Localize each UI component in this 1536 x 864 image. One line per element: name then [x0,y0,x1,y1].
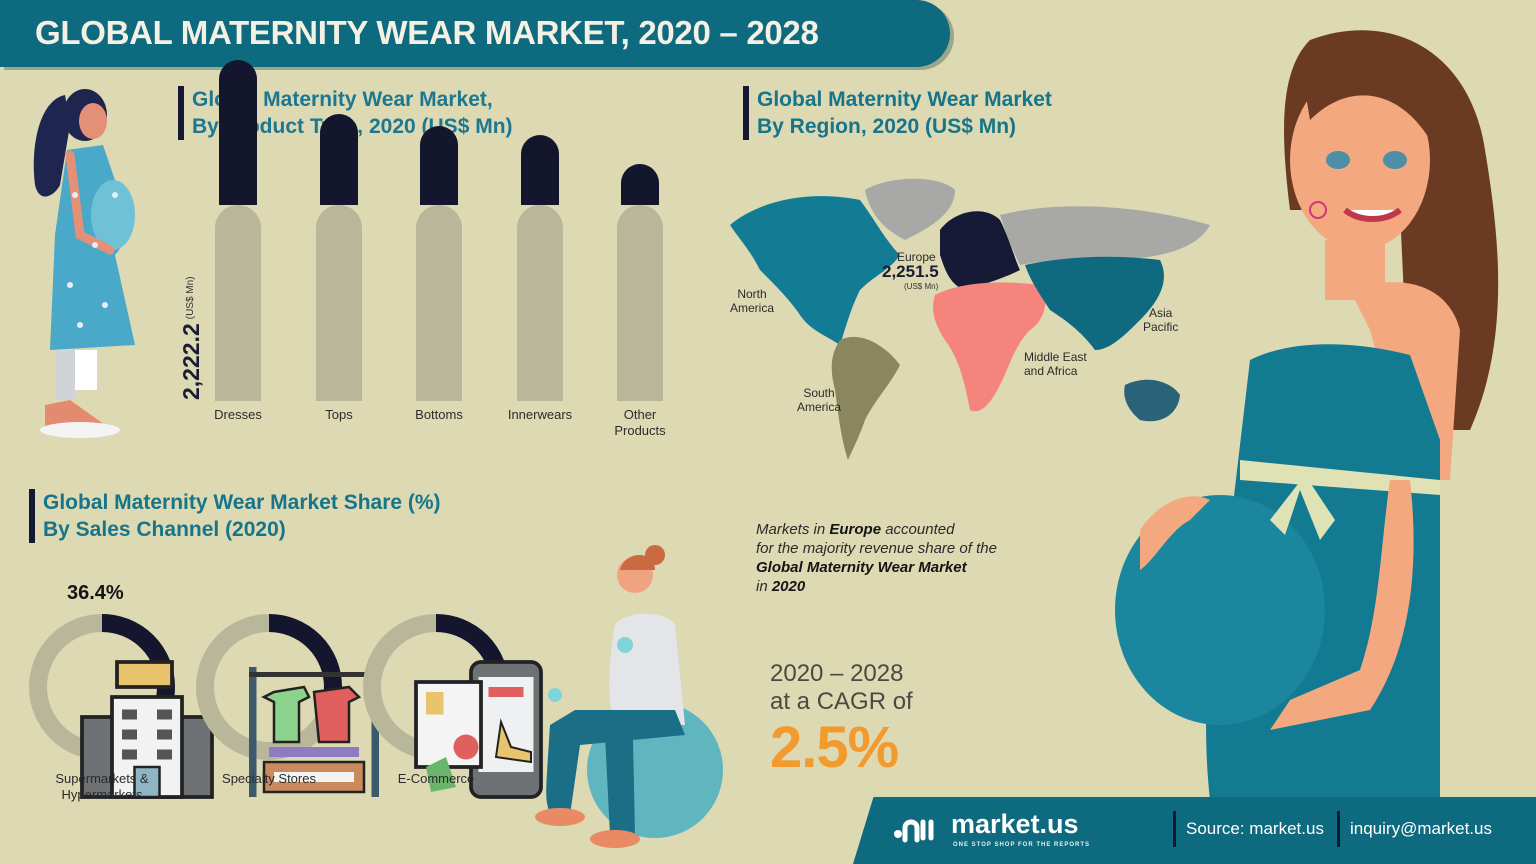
label-line: Supermarkets & [55,771,149,786]
bar-fill [621,164,659,205]
bar-fill [219,60,257,205]
footer-source: Source: market.us [1186,819,1324,838]
title-banner: GLOBAL MATERNITY WEAR MARKET, 2020 – 202… [0,0,950,67]
donut-label-supermarkets: Supermarkets & Hypermarkets [12,771,192,803]
note-line1: Markets in Europe accounted [756,520,1076,539]
mobile-shopping-icon [414,660,543,799]
world-region-map [730,178,1210,460]
bar-label: Tops [325,407,353,422]
pregnant-woman-large-illustration [1115,30,1499,800]
note-text: in [756,578,772,595]
donut-specialty-stores [194,612,379,797]
map-label-middle-east-africa: Middle East and Africa [1024,350,1087,378]
footer-email-link[interactable]: inquiry@market.us [1350,819,1492,838]
map-europe [940,211,1020,290]
label-line: South [803,386,835,400]
channel-heading-line2: By Sales Channel (2020) [43,518,286,541]
bar-track [517,205,563,401]
bar-label: Innerwears [507,407,573,422]
region-heading: Global Maternity Wear Market By Region, … [743,86,1052,140]
bar-label-line2: Products [614,423,666,438]
cagr-callout: 2020 – 2028 at a CAGR of 2.5% [770,660,913,780]
bar-label: Dresses [214,407,262,422]
label-line: Pacific [1143,320,1179,334]
map-label-europe: Europe [897,250,936,264]
map-russia [1000,206,1210,265]
footer-divider [1173,811,1176,847]
map-asia-pacific [1025,256,1164,350]
note-line3: Global Maternity Wear Market [756,558,1076,577]
supermarket-building-icon [80,660,214,799]
footer-divider [1337,811,1340,847]
market-us-logo-icon [894,819,934,843]
bar-fill [521,135,559,205]
label-line: America [730,301,775,315]
label-line: Hypermarkets [61,787,143,802]
europe-unit: (US$ Mn) [904,282,939,291]
region-heading-line1: Global Maternity Wear Market [757,88,1052,111]
europe-value: 2,251.5 [882,262,939,281]
donut-label-specialty-stores: Specialty Stores [179,771,359,787]
map-australia [1124,379,1180,422]
donut-e-commerce [361,612,543,799]
label-line: Specialty Stores [222,771,316,786]
donut-label-e-commerce: E-Commerce [346,771,526,787]
clothing-rack-icon [249,667,379,797]
note-bold: Europe [829,521,882,538]
woman-exercise-ball-illustration [535,545,723,848]
sales-channel-heading: Global Maternity Wear Market Share (%) B… [29,489,441,543]
map-label-south-america: South America [797,386,841,414]
label-line: North [737,287,767,301]
cagr-value: 2.5% [770,715,899,780]
bar-fill [320,114,358,205]
note-text: Markets in [756,521,830,538]
product-type-bar-chart: Dresses Tops Bottoms Innerwears Other Pr… [170,60,690,445]
note-line4: in 2020 [756,577,1076,596]
pregnant-woman-standing-illustration [33,89,135,438]
bar-track [215,205,261,401]
donut-supermarkets [27,612,214,799]
bar-label-line1: Other [623,407,657,422]
region-heading-line2: By Region, 2020 (US$ Mn) [757,115,1017,138]
bar-fill [420,126,458,205]
product-heading-line1: Global Maternity Wear Market, [192,88,493,111]
label-line: E-Commerce [397,771,475,786]
supermarkets-share-value: 36.4% [67,582,124,604]
bar-label: Other Products [577,407,703,439]
bar-label: Bottoms [415,407,463,422]
note-bold: 2020 [771,578,806,595]
channel-heading-line1: Global Maternity Wear Market Share (%) [43,491,441,514]
label-line: and Africa [1024,364,1078,378]
market-us-logo-text: market.us [951,809,1079,839]
map-north-america [730,196,900,345]
footer-bar: market.us ONE STOP SHOP FOR THE REPORTS … [853,797,1536,864]
page-title: GLOBAL MATERNITY WEAR MARKET, 2020 – 202… [35,14,819,51]
label-line: Asia [1149,306,1173,320]
europe-note: Markets in Europe accounted for the majo… [756,520,1076,596]
cagr-label: at a CAGR of [770,688,913,715]
map-label-asia-pacific: Asia Pacific [1143,306,1178,334]
note-text: accounted [881,521,955,538]
cagr-period: 2020 – 2028 [770,660,904,687]
note-bold: Global Maternity Wear Market [756,559,967,576]
note-line2: for the majority revenue share of the [756,540,997,557]
market-us-tagline: ONE STOP SHOP FOR THE REPORTS [953,842,1091,848]
bar-track [617,205,663,401]
map-label-north-america: North America [730,287,774,315]
map-south-america [831,336,900,460]
bar-track [416,205,462,401]
map-greenland [865,178,955,240]
bar-track [316,205,362,401]
map-middle-east-africa [933,282,1046,412]
label-line: Middle East [1024,350,1087,364]
label-line: America [797,400,842,414]
